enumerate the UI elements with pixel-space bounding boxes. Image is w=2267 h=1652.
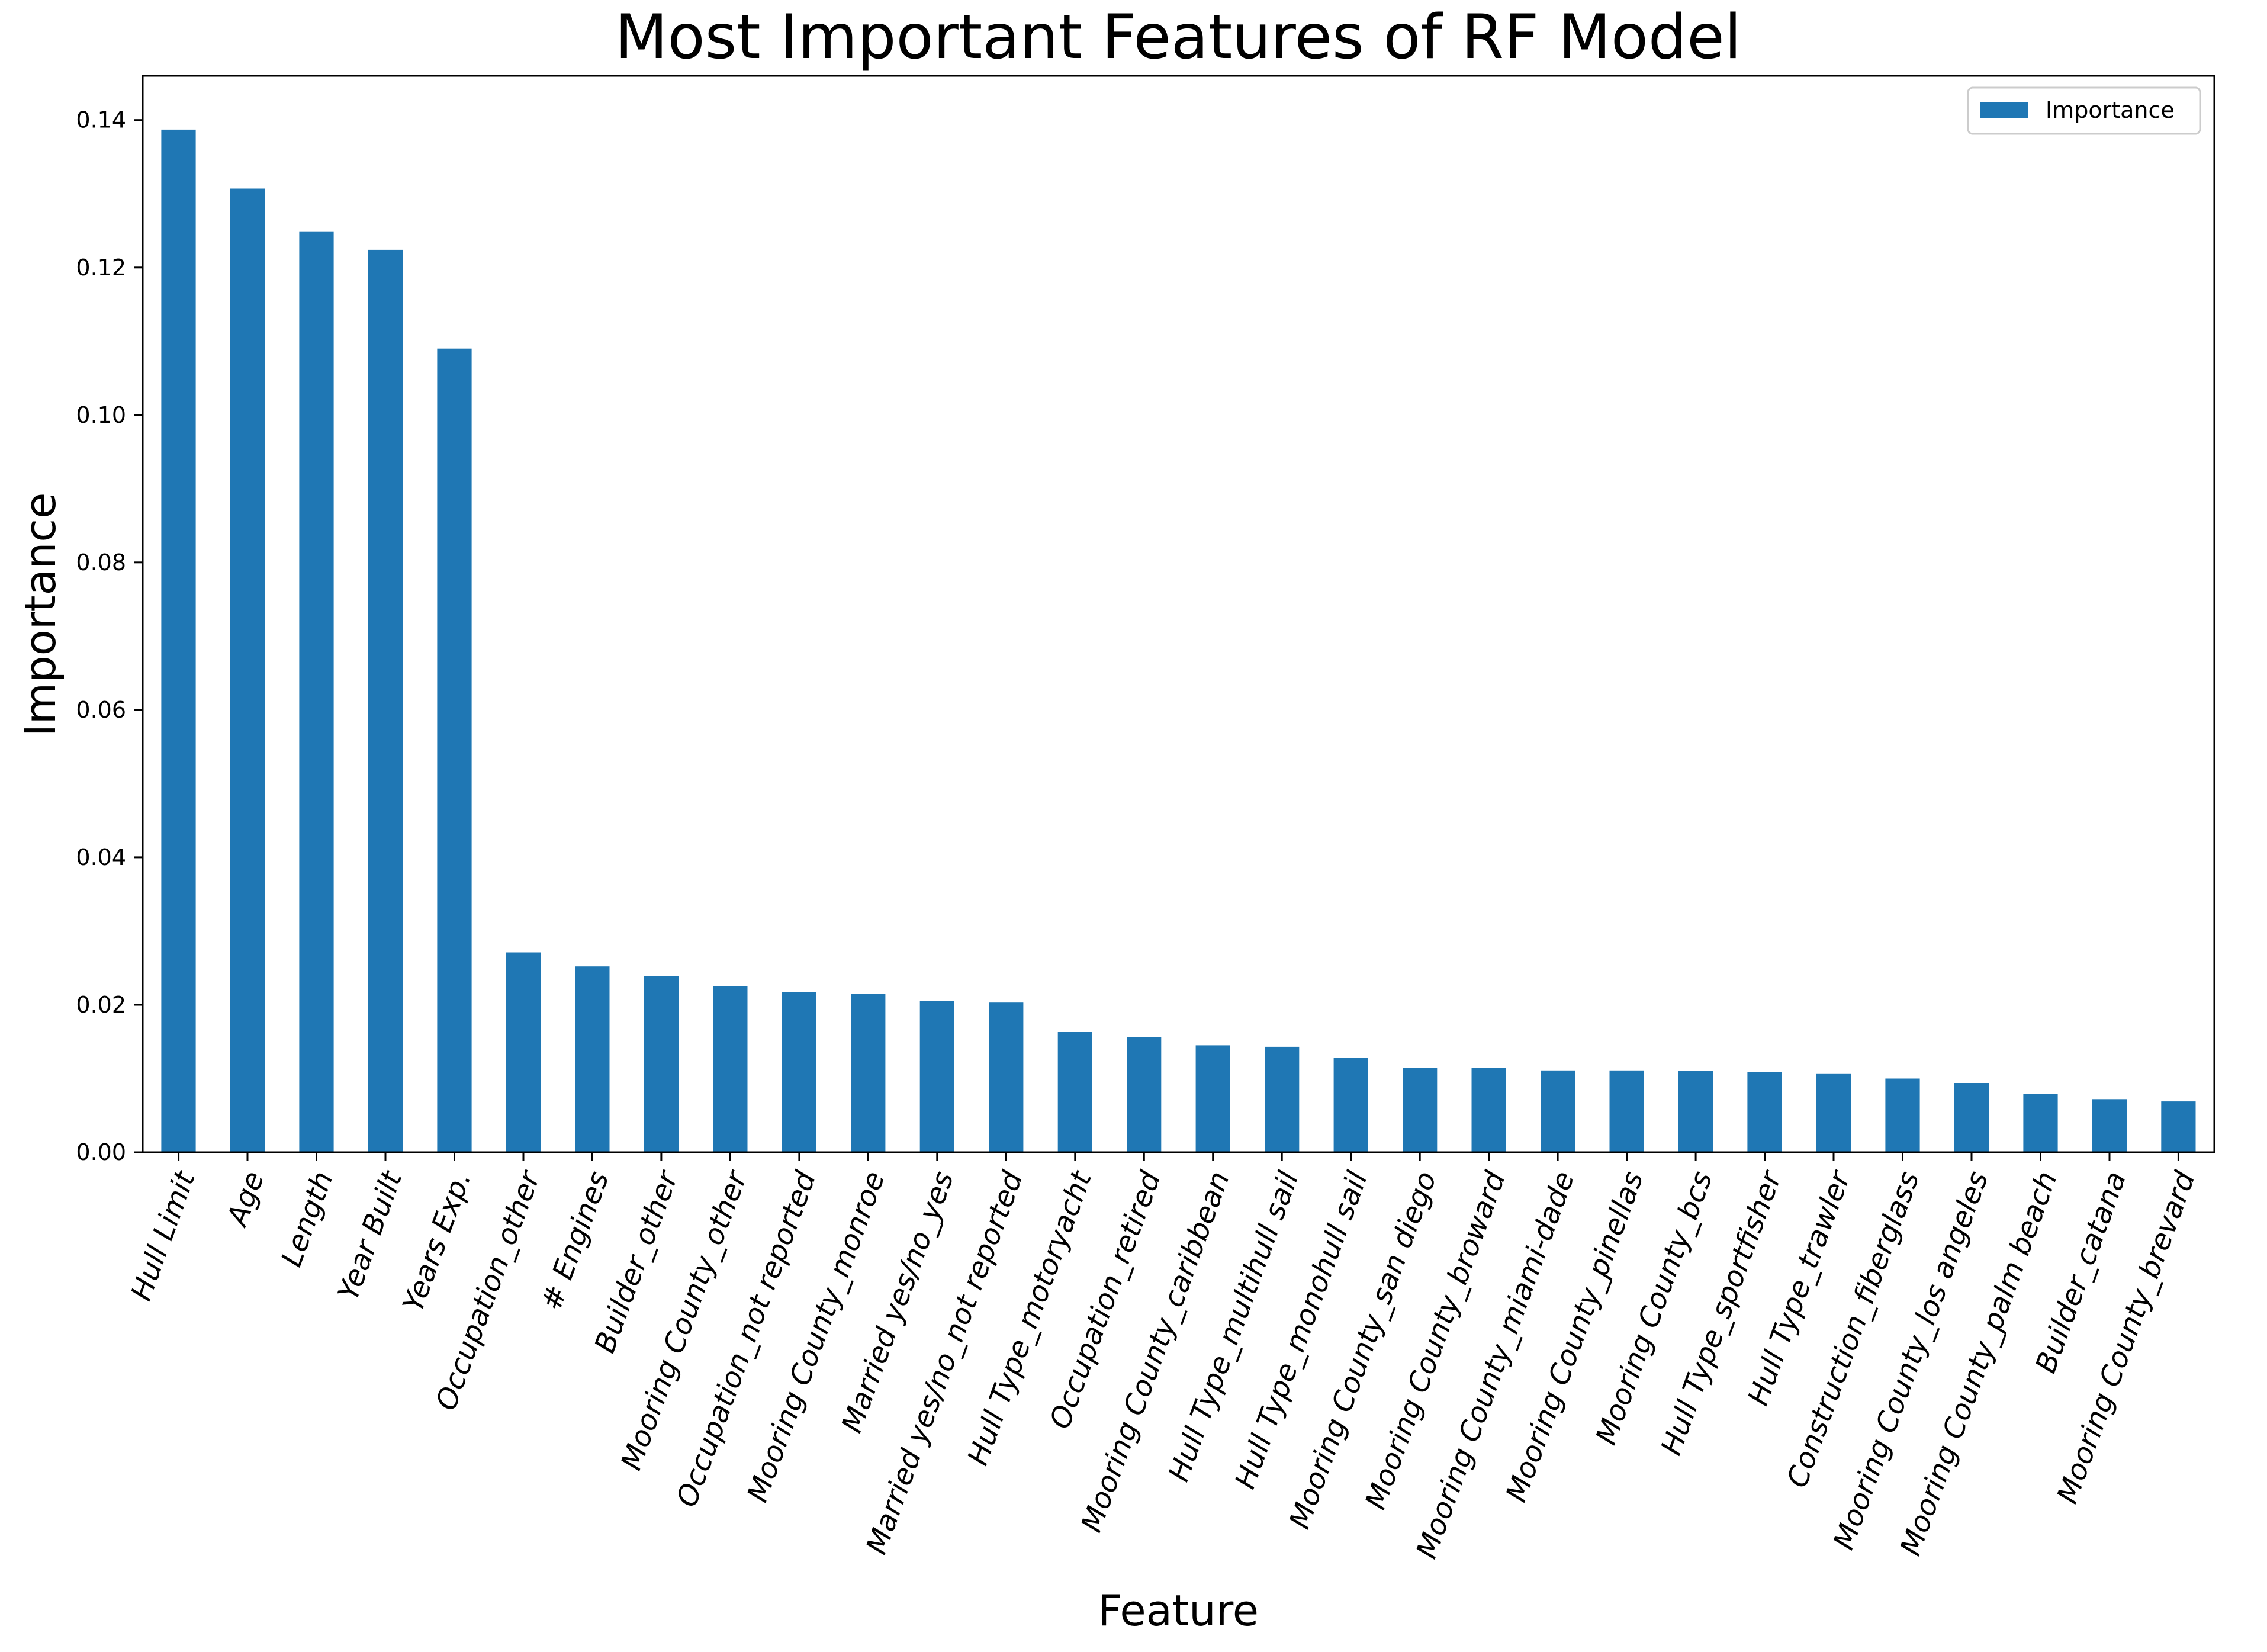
legend: Importance xyxy=(1967,86,2201,135)
bar xyxy=(2161,1101,2196,1152)
bar xyxy=(989,1002,1024,1152)
legend-frame xyxy=(1967,86,2201,135)
bar xyxy=(782,992,816,1152)
bar xyxy=(919,1001,954,1152)
bar xyxy=(1471,1068,1506,1152)
bars-layer xyxy=(161,129,2196,1153)
y-tick-label: 0.00 xyxy=(76,1139,126,1165)
y-tick-label: 0.06 xyxy=(76,697,126,723)
chart-title: Most Important Features of RF Model xyxy=(615,2,1741,73)
y-tick-label: 0.02 xyxy=(76,992,126,1018)
bar xyxy=(1747,1072,1782,1152)
bar xyxy=(1816,1073,1851,1152)
bar xyxy=(437,348,472,1153)
bar xyxy=(1678,1071,1713,1152)
bar xyxy=(161,129,196,1152)
y-tick-label: 0.12 xyxy=(76,255,126,281)
y-tick-label: 0.14 xyxy=(76,107,126,133)
bar xyxy=(506,952,541,1152)
bar xyxy=(1333,1058,1368,1152)
bar xyxy=(2023,1094,2058,1152)
bar xyxy=(713,986,748,1152)
bar xyxy=(2092,1099,2127,1152)
y-axis: 0.00 0.02 0.04 0.06 0.08 0.10 0.12 0.14 xyxy=(76,107,143,1165)
bar xyxy=(1885,1078,1920,1152)
bar xyxy=(1127,1037,1162,1152)
bar xyxy=(1541,1070,1575,1152)
legend-label: Importance xyxy=(2046,97,2175,123)
x-axis-title: Feature xyxy=(1098,1586,1259,1635)
plot-frame xyxy=(142,75,2215,1153)
bar xyxy=(230,188,265,1152)
bar xyxy=(1403,1068,1438,1152)
bar xyxy=(368,249,403,1152)
bar xyxy=(1609,1070,1644,1152)
bar xyxy=(1195,1045,1230,1152)
bar xyxy=(1954,1083,1989,1152)
bar xyxy=(851,994,886,1152)
bar xyxy=(575,966,610,1152)
bar xyxy=(1265,1046,1300,1152)
y-axis-title: Importance xyxy=(15,493,65,737)
y-tick-label: 0.04 xyxy=(76,844,126,870)
y-tick-label: 0.08 xyxy=(76,549,126,576)
y-tick-label: 0.10 xyxy=(76,402,126,428)
bar xyxy=(644,976,679,1152)
legend-swatch xyxy=(1980,102,2028,118)
bar xyxy=(1057,1032,1092,1152)
bar xyxy=(299,231,334,1153)
